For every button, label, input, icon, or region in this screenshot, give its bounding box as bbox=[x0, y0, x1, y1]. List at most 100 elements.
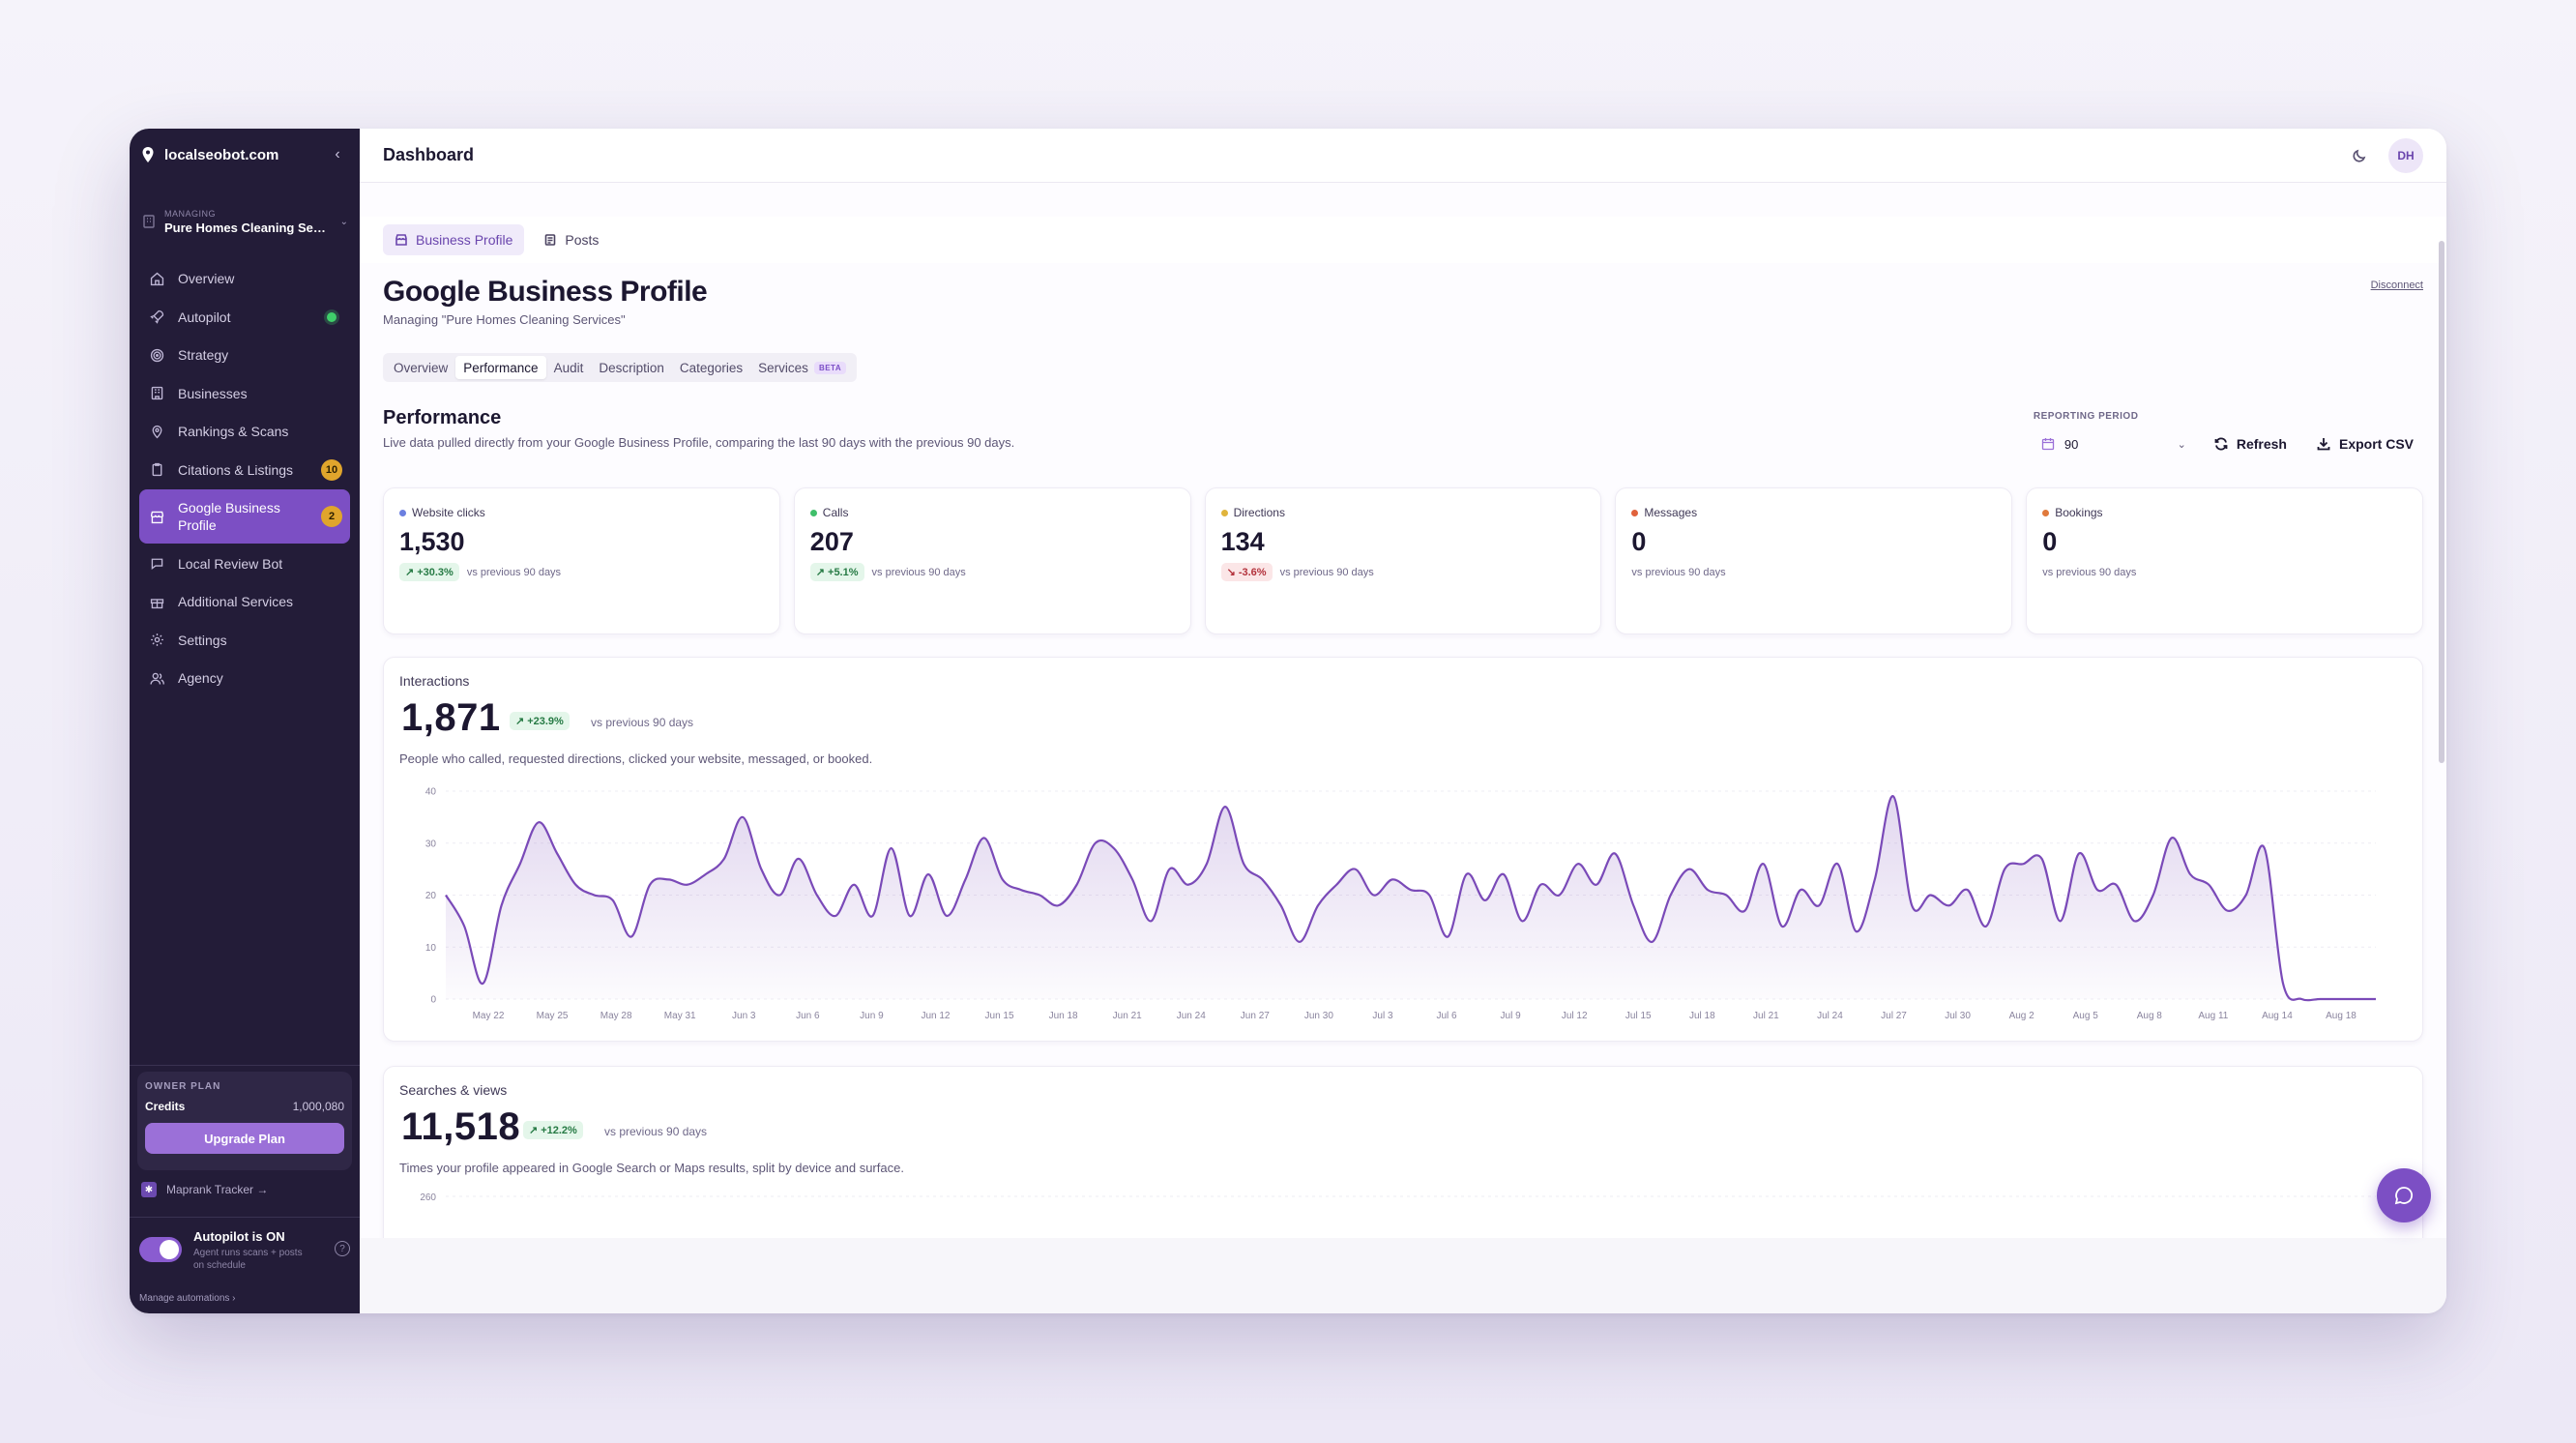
tab-performance[interactable]: Performance bbox=[455, 356, 546, 379]
upgrade-plan-button[interactable]: Upgrade Plan bbox=[145, 1123, 344, 1154]
sidebar-item-strategy[interactable]: Strategy bbox=[139, 337, 350, 373]
gift-icon bbox=[147, 592, 166, 611]
x-tick-label: Jun 12 bbox=[921, 1011, 950, 1021]
kpi-delta: +30.3% bbox=[417, 566, 454, 578]
manage-automations-link[interactable]: Manage automations › bbox=[139, 1293, 236, 1304]
period-select[interactable]: 90 ⌄ bbox=[2034, 427, 2194, 460]
chevron-down-icon: ⌄ bbox=[339, 216, 348, 227]
sidebar-item-label: Overview bbox=[178, 271, 235, 286]
x-tick-label: Jul 6 bbox=[1436, 1011, 1457, 1021]
x-tick-label: Aug 2 bbox=[2009, 1011, 2035, 1021]
sidebar-item-overview[interactable]: Overview bbox=[139, 260, 350, 297]
kpi-card-calls: Calls 207 ↗ +5.1% vs previous 90 days bbox=[793, 487, 1191, 634]
autopilot-title: Autopilot is ON bbox=[193, 1229, 285, 1244]
kpi-delta-badge: ↘ -3.6% bbox=[1220, 563, 1273, 581]
x-tick-label: Jun 9 bbox=[860, 1011, 884, 1021]
chevron-down-icon: ⌄ bbox=[2177, 438, 2186, 451]
sidebar-item-businesses[interactable]: Businesses bbox=[139, 375, 350, 412]
kpi-compare: vs previous 90 days bbox=[1279, 566, 1374, 578]
y-tick-label: 40 bbox=[425, 787, 437, 798]
interactions-chart: 0 10 20 30 40 May 22 May 25 May 28 May 31 Jun 3 Ju… bbox=[425, 787, 2376, 1021]
x-tick-label: Jun 30 bbox=[1304, 1011, 1333, 1021]
export-csv-button[interactable]: Export CSV bbox=[2306, 427, 2423, 460]
document-icon bbox=[545, 234, 556, 246]
sidebar-item-google-business-profile[interactable]: Google Business Profile 2 bbox=[139, 489, 350, 544]
kpi-delta: -3.6% bbox=[1238, 566, 1267, 578]
brand[interactable]: localseobot.com ‹ bbox=[141, 140, 348, 169]
avatar[interactable]: DH bbox=[2388, 137, 2423, 173]
chat-button[interactable] bbox=[2377, 1168, 2431, 1222]
trend-up-icon: ↗ bbox=[815, 567, 826, 578]
maprank-tracker-link[interactable]: ✱ Maprank Tracker → bbox=[141, 1182, 268, 1197]
tab-posts[interactable]: Posts bbox=[532, 224, 610, 255]
y-tick-label: 20 bbox=[425, 891, 437, 901]
credits-label: Credits bbox=[145, 1100, 186, 1113]
tab-categories[interactable]: Categories bbox=[679, 360, 744, 375]
help-icon[interactable]: ? bbox=[335, 1241, 350, 1256]
sidebar-item-label: Settings bbox=[178, 632, 227, 648]
sidebar-item-citations[interactable]: Citations & Listings 10 bbox=[139, 452, 350, 488]
kpi-card-messages: Messages 0 vs previous 90 days bbox=[1615, 487, 2013, 634]
x-tick-label: Jun 24 bbox=[1177, 1011, 1206, 1021]
tab-overview[interactable]: Overview bbox=[394, 360, 449, 375]
tab-business-profile[interactable]: Business Profile bbox=[383, 224, 525, 255]
count-badge: 2 bbox=[321, 506, 342, 527]
searches-chart: 260 bbox=[420, 1193, 2376, 1203]
divider bbox=[130, 1217, 360, 1218]
kpi-compare: vs previous 90 days bbox=[466, 566, 562, 578]
series-dot bbox=[1631, 509, 1639, 516]
export-label: Export CSV bbox=[2338, 436, 2414, 452]
target-icon bbox=[147, 345, 166, 365]
interactions-description: People who called, requested directions,… bbox=[399, 751, 873, 766]
period-value: 90 bbox=[2064, 436, 2079, 452]
x-tick-label: Jul 18 bbox=[1689, 1011, 1715, 1021]
kpi-label: Directions bbox=[1233, 506, 1285, 519]
kpi-compare: vs previous 90 days bbox=[871, 566, 966, 578]
performance-heading: Performance Live data pulled directly fr… bbox=[383, 407, 1014, 450]
kpi-delta-badge: ↗ +30.3% bbox=[399, 563, 459, 581]
interactions-compare: vs previous 90 days bbox=[591, 716, 694, 729]
maprank-icon: ✱ bbox=[141, 1182, 157, 1197]
refresh-button[interactable]: Refresh bbox=[2204, 427, 2297, 460]
disconnect-link[interactable]: Disconnect bbox=[2370, 280, 2423, 291]
collapse-sidebar-icon[interactable]: ‹ bbox=[335, 146, 340, 162]
credits-value: 1,000,080 bbox=[292, 1100, 344, 1113]
beta-badge: BETA bbox=[813, 361, 847, 374]
sidebar-item-label: Strategy bbox=[178, 347, 229, 363]
sidebar-item-label: Autopilot bbox=[178, 309, 231, 325]
tab-audit[interactable]: Audit bbox=[553, 360, 584, 375]
home-icon bbox=[147, 269, 166, 288]
tab-description[interactable]: Description bbox=[599, 360, 664, 375]
kpi-label: Website clicks bbox=[412, 506, 485, 519]
interactions-delta: +23.9% bbox=[527, 715, 564, 727]
sidebar-item-rankings[interactable]: Rankings & Scans bbox=[139, 413, 350, 450]
sidebar-item-additional-services[interactable]: Additional Services bbox=[139, 583, 350, 620]
app-window: localseobot.com ‹ MANAGING Pure Homes Cl… bbox=[130, 129, 2446, 1313]
calendar-icon bbox=[2041, 438, 2054, 451]
trend-up-icon: ↗ bbox=[515, 716, 525, 727]
kpi-value: 207 bbox=[809, 527, 854, 556]
sidebar: localseobot.com ‹ MANAGING Pure Homes Cl… bbox=[130, 129, 360, 1313]
autopilot-toggle[interactable] bbox=[139, 1237, 182, 1262]
series-area bbox=[446, 796, 2376, 1001]
searches-compare: vs previous 90 days bbox=[604, 1125, 708, 1138]
kpi-label: Messages bbox=[1644, 506, 1698, 519]
scrollbar[interactable] bbox=[2439, 241, 2444, 763]
sidebar-item-agency[interactable]: Agency bbox=[139, 660, 350, 696]
sidebar-item-autopilot[interactable]: Autopilot bbox=[139, 299, 350, 336]
message-icon bbox=[147, 554, 166, 574]
sidebar-item-settings[interactable]: Settings bbox=[139, 622, 350, 659]
theme-toggle-button[interactable] bbox=[2342, 138, 2377, 173]
x-tick-label: May 31 bbox=[664, 1011, 696, 1021]
x-tick-label: Aug 8 bbox=[2137, 1011, 2163, 1021]
tab-services[interactable]: Services BETA bbox=[750, 356, 854, 379]
sidebar-item-local-review-bot[interactable]: Local Review Bot bbox=[139, 545, 350, 582]
searches-description: Times your profile appeared in Google Se… bbox=[399, 1161, 904, 1175]
page-heading: Google Business Profile Managing "Pure H… bbox=[383, 276, 2423, 327]
sidebar-item-label: Local Review Bot bbox=[178, 555, 283, 572]
sidebar-item-label: Businesses bbox=[178, 385, 248, 401]
managing-selector[interactable]: MANAGING Pure Homes Cleaning Serv... ⌄ bbox=[141, 201, 348, 242]
interactions-card: 0 10 20 30 40 May 22 May 25 May 28 May 31 Jun 3 Ju… bbox=[383, 657, 2423, 1042]
managing-label: MANAGING bbox=[164, 208, 217, 219]
sidebar-item-label: Additional Services bbox=[178, 594, 294, 609]
